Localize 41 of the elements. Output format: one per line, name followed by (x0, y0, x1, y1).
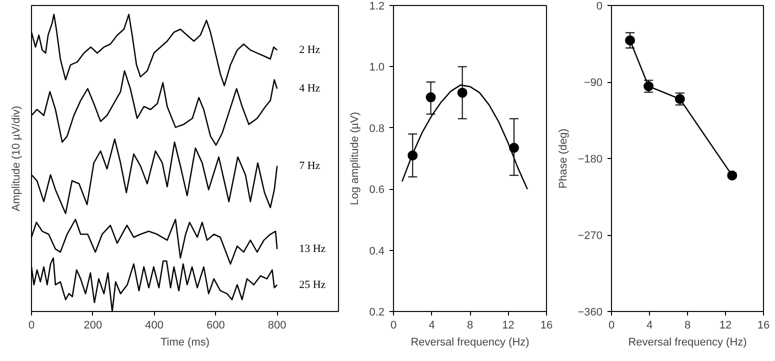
y-tick-label: −90 (584, 77, 603, 89)
y-tick-label: 0 (596, 0, 603, 12)
point (426, 92, 436, 102)
series-label: 13 Hz (299, 243, 326, 256)
x-tick-label: 4 (646, 320, 653, 332)
y-tick-label: −180 (578, 154, 603, 166)
y-tick-label: −270 (578, 230, 603, 242)
x-tick-label: 16 (757, 320, 770, 332)
x-axis-title: Time (ms) (160, 336, 210, 348)
y-tick-label: 0.8 (369, 122, 385, 135)
y-tick-label: 0.4 (369, 245, 385, 258)
x-tick-label: 400 (145, 320, 164, 332)
x-tick-label: 200 (84, 320, 102, 332)
x-tick-label: 800 (268, 320, 286, 332)
x-tick-label: 0 (390, 320, 397, 332)
series-label: 7 Hz (299, 160, 320, 172)
x-tick-label: 4 (428, 320, 435, 332)
y-tick-label: −360 (578, 306, 603, 318)
x-tick-label: 0 (28, 320, 35, 332)
x-axis-title: Reversal frequency (Hz) (628, 336, 747, 348)
y-tick-label: 0.2 (369, 306, 385, 318)
x-tick-label: 8 (684, 320, 691, 332)
x-tick-label: 12 (502, 320, 514, 332)
point (727, 170, 738, 180)
x-tick-label: 8 (466, 320, 474, 332)
series-label: 25 Hz (299, 278, 326, 291)
y-tick-label: 0.6 (369, 184, 385, 196)
y-axis-title: Amplitude (10 µV/div) (10, 106, 22, 212)
y-axis-title: Log amplitude (µV) (349, 112, 362, 206)
x-axis-title: Reversal frequency (Hz) (410, 336, 530, 348)
point (457, 88, 468, 98)
y-axis-title: Phase (deg) (558, 128, 570, 188)
series-label: 2 Hz (299, 44, 320, 56)
x-tick-label: 12 (719, 320, 732, 332)
y-tick-label: 1.0 (369, 62, 385, 74)
x-tick-label: 16 (540, 320, 553, 332)
series-label: 4 Hz (299, 82, 320, 95)
y-tick-label: 1.2 (369, 0, 385, 12)
x-tick-label: 0 (608, 320, 615, 332)
point (625, 35, 636, 46)
x-tick-label: 600 (206, 320, 225, 332)
